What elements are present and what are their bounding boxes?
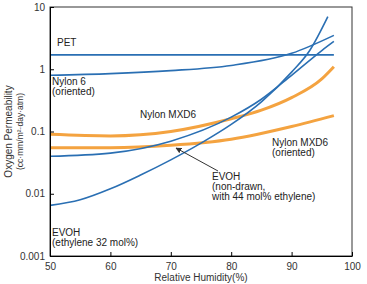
x-tick: 60 [105, 252, 117, 272]
y-tick-label: 0.1 [31, 126, 45, 137]
series-label: EVOH(ethylene 32 mol%) [52, 227, 138, 248]
series-line [50, 35, 334, 75]
x-tick-label: 50 [45, 261, 57, 272]
y-tick-mark [50, 69, 54, 70]
x-tick-mark [231, 252, 232, 256]
series-line [50, 54, 334, 56]
x-tick-label: 60 [105, 261, 117, 272]
lines [50, 17, 334, 206]
series-line [50, 41, 334, 156]
y-tick-label: 10 [34, 2, 46, 13]
series-label: EVOH(non-drawn,with 44 mol% ethylene) [211, 171, 315, 202]
series-line [50, 116, 334, 148]
chart: 50 60 70 80 90 100 0.001 0.01 0.1 1 10 Relative Hum… [0, 0, 367, 284]
x-axis-title: Relative Humidity(%) [154, 272, 247, 283]
x-tick: 100 [344, 252, 361, 272]
x-tick-mark [110, 252, 111, 256]
x-tick-label: 100 [344, 261, 361, 272]
y-tick: 1 [39, 64, 54, 75]
y-tick: 0.01 [26, 188, 54, 199]
annotation-arrow [176, 148, 218, 171]
series-label: Nylon 6(oriented) [52, 76, 95, 97]
y-tick-mark [50, 194, 54, 195]
x-axis-line [51, 256, 353, 257]
x-tick-mark [171, 252, 172, 256]
y-axis: 0.001 0.01 0.1 1 10 [20, 2, 54, 262]
series-line [50, 17, 328, 206]
series-label: PET [57, 37, 76, 48]
y-tick-label: 1 [39, 64, 45, 75]
x-tick: 80 [226, 252, 238, 272]
x-tick-label: 80 [226, 261, 238, 272]
x-axis: 50 60 70 80 90 100 [45, 252, 361, 272]
series-label: Nylon MXD6 [140, 109, 197, 120]
y-tick-label: 0.01 [26, 188, 46, 199]
x-tick-label: 90 [287, 261, 299, 272]
y-tick-mark [50, 7, 54, 8]
y-axis-title: Oxygen Permeability(cc·mm/m²·day·atm) [3, 85, 25, 177]
x-tick: 90 [287, 252, 299, 272]
x-tick-mark [352, 252, 353, 256]
y-tick: 0.1 [31, 126, 54, 137]
y-tick-label: 0.001 [20, 251, 45, 262]
y-tick-mark [50, 256, 54, 257]
x-tick-mark [292, 252, 293, 256]
y-tick: 10 [34, 2, 54, 13]
plot-frame [50, 7, 352, 256]
y-tick-mark [50, 132, 54, 133]
x-tick: 70 [166, 252, 178, 272]
series-label: Nylon MXD6(oriented) [272, 137, 329, 158]
y-tick: 0.001 [20, 251, 54, 262]
x-tick-label: 70 [166, 261, 178, 272]
